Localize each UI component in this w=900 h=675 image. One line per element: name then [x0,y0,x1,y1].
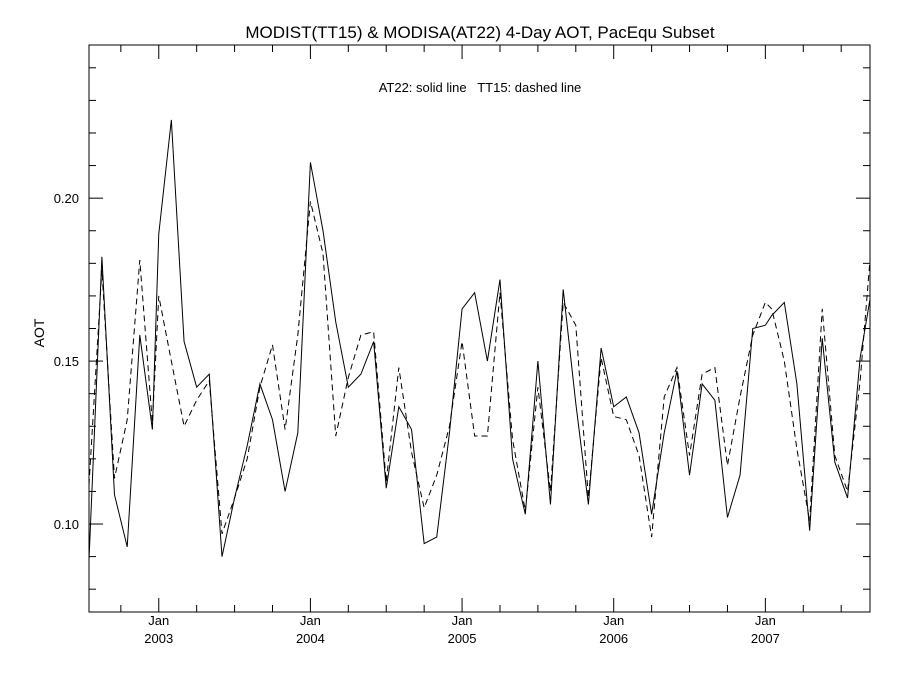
x-tick-month-label: Jan [755,613,776,628]
x-tick-year-label: 2006 [599,631,628,646]
series-line-tt15 [89,201,870,538]
x-tick-month-label: Jan [148,613,169,628]
chart-title: MODIST(TT15) & MODISA(AT22) 4-Day AOT, P… [245,23,714,42]
x-tick-year-label: 2003 [144,631,173,646]
series-line-at22 [89,119,870,560]
axis-ticks: 0.10 0.15 0.20 Jan 2003 Jan 2004 Jan 2005 Jan 2006… [54,45,870,646]
x-tick-month-label: Jan [300,613,321,628]
y-tick-label: 0.20 [54,191,79,206]
y-axis-title: AOT [31,318,47,347]
x-tick-year-label: 2004 [296,631,325,646]
x-tick-year-label: 2007 [751,631,780,646]
series-layer [89,119,870,560]
x-tick-month-label: Jan [603,613,624,628]
line-style-annotation: AT22: solid line TT15: dashed line [379,80,582,95]
y-tick-label: 0.10 [54,517,79,532]
x-tick-month-label: Jan [452,613,473,628]
y-tick-label: 0.15 [54,354,79,369]
x-tick-year-label: 2005 [448,631,477,646]
